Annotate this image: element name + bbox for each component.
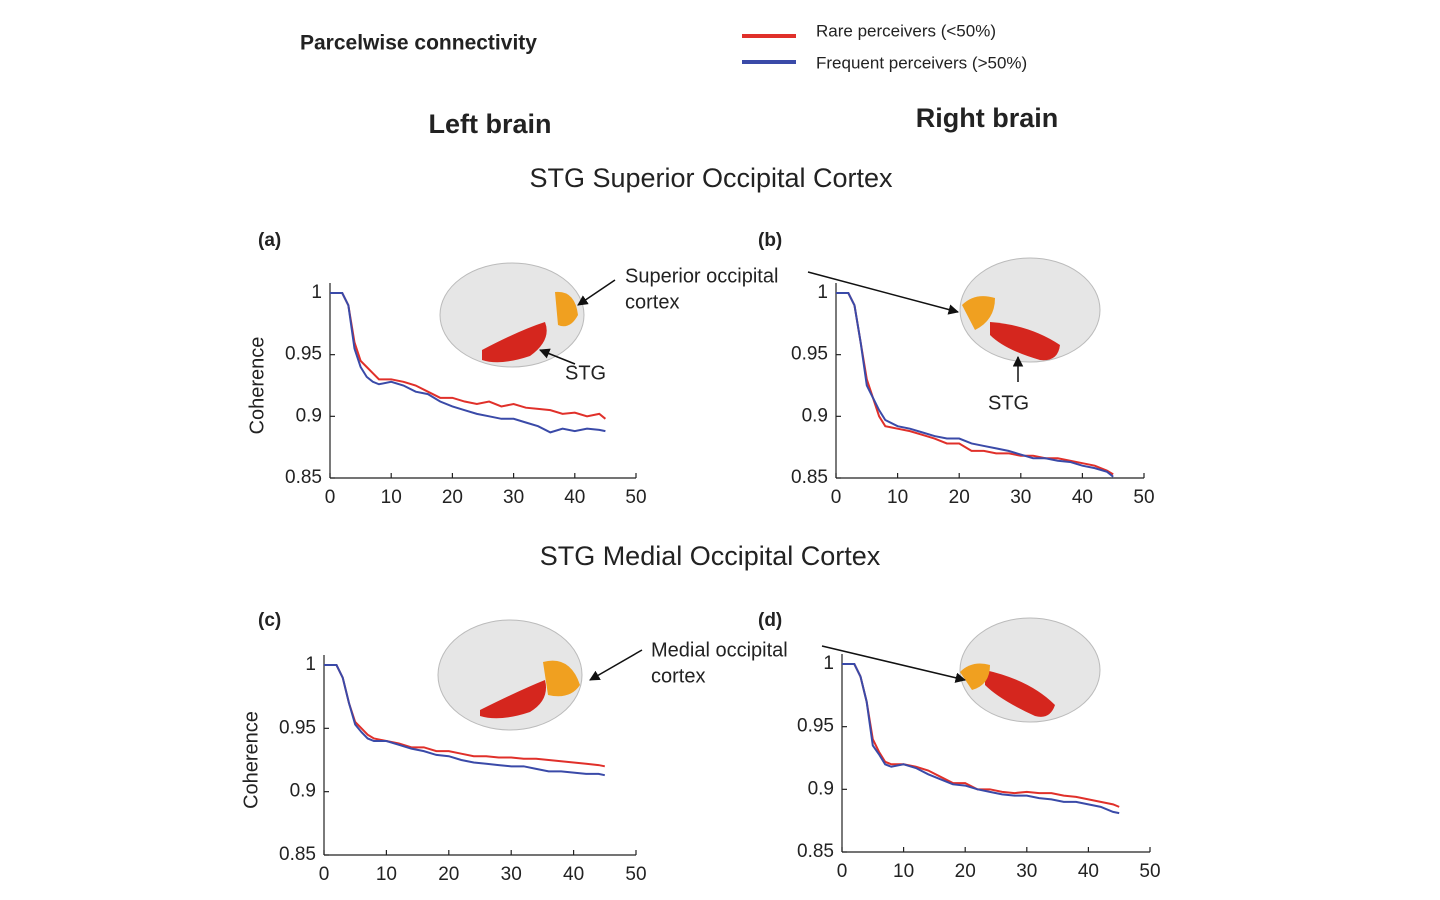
x-tick-label: 30 — [1010, 487, 1031, 508]
y-tick-label: 0.9 — [296, 405, 322, 426]
brain-illustration — [437, 257, 1101, 731]
x-tick-label: 0 — [831, 487, 842, 508]
x-tick-label: 40 — [1072, 487, 1093, 508]
panel-label: (a) — [258, 230, 281, 251]
data-line — [836, 292, 1114, 478]
x-tick-label: 50 — [625, 487, 646, 508]
x-tick-label: 50 — [1133, 487, 1154, 508]
data-line — [330, 292, 606, 434]
annotation: STG — [565, 362, 606, 384]
legend-label: Rare perceivers (<50%) — [816, 21, 996, 40]
data-line — [330, 292, 607, 420]
data-line — [324, 664, 605, 777]
y-tick-label: 1 — [823, 653, 834, 674]
y-tick-label: 0.9 — [808, 778, 834, 799]
annotation: cortex — [651, 665, 705, 687]
figure-title: Parcelwise connectivity — [300, 32, 537, 55]
x-tick-label: 40 — [1078, 861, 1099, 882]
y-tick-label: 0.95 — [791, 344, 828, 365]
x-tick-label: 30 — [501, 864, 522, 885]
y-tick-label: 0.85 — [791, 467, 828, 488]
y-axis-label: Coherence — [240, 711, 262, 809]
panel-label: (c) — [258, 610, 281, 631]
x-tick-label: 40 — [564, 487, 585, 508]
annotation: Superior occipital — [625, 265, 778, 287]
x-tick-label: 10 — [381, 487, 402, 508]
y-tick-label: 1 — [305, 654, 316, 675]
y-tick-label: 0.95 — [797, 716, 834, 737]
x-tick-label: 20 — [442, 487, 463, 508]
x-tick-label: 10 — [887, 487, 908, 508]
y-tick-label: 0.9 — [290, 781, 316, 802]
section-title: STG Superior Occipital Cortex — [529, 163, 893, 193]
annotation: Medial occipital — [651, 639, 788, 661]
x-tick-label: 50 — [1139, 861, 1160, 882]
x-tick-label: 10 — [893, 861, 914, 882]
column-header: Right brain — [916, 103, 1059, 133]
y-tick-label: 1 — [311, 282, 322, 303]
section-title: STG Medial Occipital Cortex — [540, 541, 881, 571]
x-tick-label: 0 — [325, 487, 336, 508]
data-line — [842, 663, 1120, 815]
y-tick-label: 0.9 — [802, 405, 828, 426]
annotation: STG — [988, 392, 1029, 414]
y-tick-label: 0.95 — [279, 717, 316, 738]
x-tick-label: 20 — [955, 861, 976, 882]
y-tick-label: 0.95 — [285, 344, 322, 365]
x-tick-label: 0 — [837, 861, 848, 882]
x-tick-label: 0 — [319, 864, 330, 885]
column-header: Left brain — [428, 109, 551, 139]
legend-label: Frequent perceivers (>50%) — [816, 53, 1027, 72]
y-tick-label: 0.85 — [797, 841, 834, 862]
y-tick-label: 0.85 — [279, 844, 316, 865]
y-tick-label: 1 — [817, 282, 828, 303]
annotation: cortex — [625, 291, 679, 313]
panel-label: (d) — [758, 610, 782, 631]
x-tick-label: 10 — [376, 864, 397, 885]
y-axis-label: Coherence — [246, 337, 268, 435]
x-tick-label: 50 — [625, 864, 646, 885]
panel-label: (b) — [758, 230, 782, 251]
x-tick-label: 20 — [949, 487, 970, 508]
x-tick-label: 30 — [503, 487, 524, 508]
y-tick-label: 0.85 — [285, 467, 322, 488]
x-tick-label: 30 — [1016, 861, 1037, 882]
annotation-arrows — [539, 271, 1024, 683]
x-tick-label: 40 — [563, 864, 584, 885]
x-tick-label: 20 — [438, 864, 459, 885]
